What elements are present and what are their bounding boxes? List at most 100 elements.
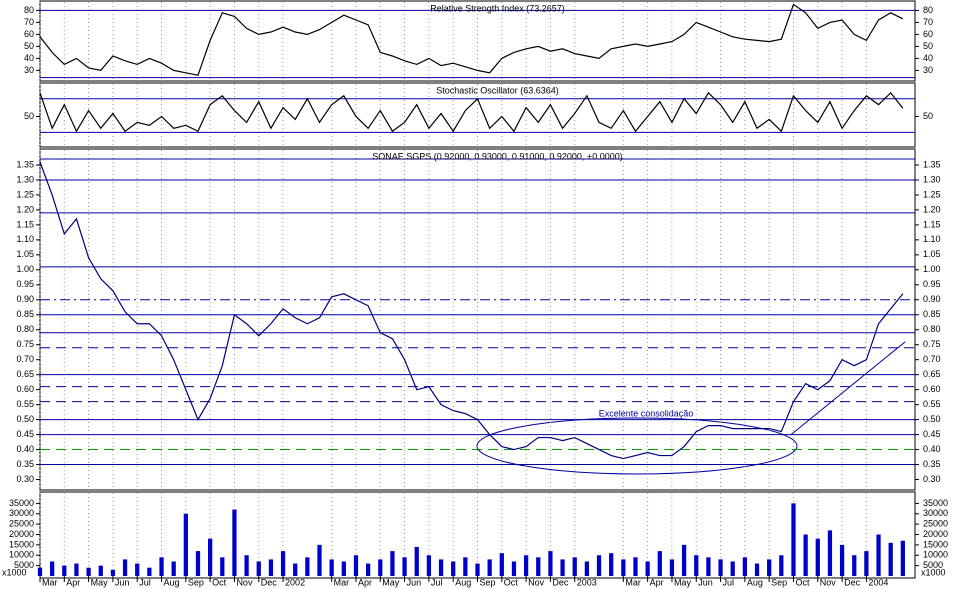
volume-bar [451,561,456,576]
x-tick-label: Dec [261,577,278,587]
volume-bar [438,559,444,576]
y-tick-label: 0.35 [16,459,34,469]
volume-bar [86,567,91,576]
y-tick-label: 30 [24,65,34,75]
volume-bar [135,563,140,576]
y-tick-label: 0.75 [923,339,941,349]
volume-bar [390,551,395,576]
y-tick-label: 25000 [9,519,34,529]
volume-bar [280,551,286,576]
y-tick-label: 0.80 [923,324,941,334]
volume-bar [706,557,711,576]
annotation: Excelente consolidação [599,408,694,418]
volume-bar [244,555,249,576]
y-tick-label: 0.85 [923,309,941,319]
panel-frame [39,82,916,148]
y-tick-label: 15000 [9,539,34,549]
y-tick-label: 30 [923,65,933,75]
x-tick-label: Mar [42,577,58,587]
y-tick-label: 50 [923,41,933,51]
volume-bar [317,544,322,576]
y-tick-label: 0.60 [16,384,34,394]
volume-bar [779,555,784,576]
volume-bar [475,563,480,576]
y-tick-label: 0.70 [923,354,941,364]
y-tick-label: 0.45 [923,429,941,439]
volume-bar [584,561,590,576]
volume-bar [633,557,638,576]
y-tick-label: 50 [24,111,34,121]
volume-bar [147,567,152,576]
y-tick-label: 0.50 [923,414,941,424]
x-tick-label: May [674,577,692,587]
y-tick-label: 1.10 [16,234,34,244]
volume-bar [657,551,662,576]
x-tick-label: May [382,577,400,587]
y-tick-label: 0.35 [923,459,941,469]
x-tick-label: Mar [334,577,350,587]
volume-bar [815,538,820,576]
y-tick-label: 1.05 [923,249,941,259]
y-tick-label: 1.30 [16,174,34,184]
volume-bar [37,567,43,576]
y-tick-label: 0.55 [923,399,941,409]
volume-bar [171,561,176,576]
volume-bar [50,561,55,576]
volume-bar [888,542,893,576]
y-tick-label: 1.20 [923,204,941,214]
volume-bar [256,561,261,576]
volume-bar [827,530,833,576]
y-tick-label: 20000 [9,529,34,539]
volume-bar [609,553,614,576]
x-tick-label: Apr [66,577,80,587]
volume-bar [669,559,675,576]
y-tick-label: 1.10 [923,234,941,244]
y-axis-unit: x1000 [921,567,946,577]
y-tick-label: 1.00 [16,264,34,274]
x-tick-label: Dec [844,577,861,587]
x-tick-label: Oct [504,577,519,587]
y-tick-label: 1.05 [16,249,34,259]
x-tick-label: 2004 [868,577,888,587]
volume-bar [742,557,747,576]
volume-bar [402,557,407,576]
y-tick-label: 0.60 [923,384,941,394]
y-axis-unit: x1000 [2,567,27,577]
price-line [39,161,904,460]
y-tick-label: 0.85 [16,309,34,319]
x-tick-label: Sep [188,577,204,587]
x-tick-label: Mar [625,577,641,587]
x-tick-label: Sep [771,577,787,587]
volume-bar [183,513,188,576]
volume-bar [852,555,857,576]
volume-bar [621,559,626,576]
x-tick-label: Apr [650,577,664,587]
panel-title: Relative Strength Index (73.2657) [430,3,565,13]
y-tick-label: 25000 [923,519,948,529]
y-tick-label: 10000 [9,550,34,560]
volume-bar [378,559,383,576]
volume-bar [62,565,67,576]
x-tick-label: Nov [236,577,253,587]
y-tick-label: 1.30 [923,174,941,184]
y-tick-label: 5000 [14,560,34,570]
volume-bar [900,540,905,576]
y-tick-label: 1.00 [923,264,941,274]
volume-bar [839,544,845,576]
volume-bar [122,559,128,576]
y-tick-label: 1.15 [16,219,34,229]
volume-bar [426,555,432,576]
volume-bar [730,561,735,576]
y-tick-label: 0.95 [16,279,34,289]
y-tick-label: 35000 [9,498,34,508]
price-line [39,3,904,76]
y-tick-label: 0.30 [16,474,34,484]
y-tick-label: 50 [923,111,933,121]
volume-bar [232,509,237,576]
volume-bar [463,557,468,576]
x-tick-label: Jul [723,577,735,587]
volume-bar [353,555,359,576]
y-tick-label: 0.90 [16,294,34,304]
